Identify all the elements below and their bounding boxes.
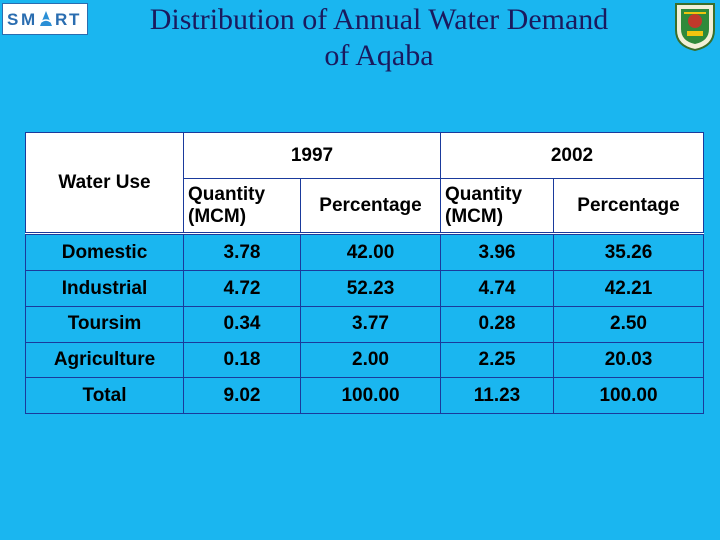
svg-text:S: S: [7, 10, 20, 29]
quantity-unit: (MCM): [188, 205, 247, 227]
svg-text:R: R: [55, 10, 67, 29]
water-use-header: Water Use: [25, 132, 184, 234]
table-row: Toursim 0.34 3.77 0.28 2.50: [25, 305, 704, 343]
svg-text:M: M: [21, 10, 35, 29]
percentage-2002-header: Percentage: [553, 178, 704, 234]
quantity-1997: 4.72: [183, 270, 301, 307]
year-1997-header: 1997: [183, 132, 441, 179]
row-use: Industrial: [25, 270, 184, 307]
water-demand-table: Water Use 1997 2002 Quantity (MCM) Perce…: [25, 132, 704, 414]
quantity-1997: 9.02: [183, 377, 301, 414]
quantity-label: Quantity: [445, 183, 523, 205]
title-line-1: Distribution of Annual Water Demand: [149, 3, 609, 36]
row-use: Domestic: [25, 232, 184, 272]
percentage-1997: 3.77: [300, 305, 441, 343]
row-use: Toursim: [25, 305, 184, 343]
table-row: Agriculture 0.18 2.00 2.25 20.03: [25, 341, 704, 379]
quantity-label: Quantity: [188, 183, 266, 205]
percentage-2002: 35.26: [553, 232, 704, 272]
quantity-2002: 4.74: [440, 270, 554, 307]
quantity-2002: 2.25: [440, 341, 554, 379]
water-demand-table-container: Water Use 1997 2002 Quantity (MCM) Perce…: [25, 132, 704, 414]
table-row: Industrial 4.72 52.23 4.74 42.21: [25, 270, 704, 307]
percentage-1997: 52.23: [300, 270, 441, 307]
percentage-2002: 42.21: [553, 270, 704, 307]
year-2002-header: 2002: [440, 132, 704, 179]
quantity-2002: 0.28: [440, 305, 554, 343]
university-crest-icon: [672, 0, 718, 52]
quantity-2002: 3.96: [440, 232, 554, 272]
table-row-total: Total 9.02 100.00 11.23 100.00: [25, 377, 704, 414]
row-use: Total: [25, 377, 184, 414]
percentage-2002: 100.00: [553, 377, 704, 414]
svg-text:T: T: [69, 10, 80, 29]
quantity-unit: (MCM): [445, 205, 504, 227]
table-row: Domestic 3.78 42.00 3.96 35.26: [25, 232, 704, 272]
smart-logo: S M R T: [2, 3, 88, 35]
percentage-2002: 20.03: [553, 341, 704, 379]
percentage-1997-header: Percentage: [300, 178, 441, 234]
percentage-2002: 2.50: [553, 305, 704, 343]
quantity-1997: 0.34: [183, 305, 301, 343]
quantity-2002-header: Quantity (MCM): [440, 178, 554, 234]
percentage-1997: 42.00: [300, 232, 441, 272]
quantity-1997: 3.78: [183, 232, 301, 272]
quantity-2002: 11.23: [440, 377, 554, 414]
row-use: Agriculture: [25, 341, 184, 379]
quantity-1997-header: Quantity (MCM): [183, 178, 301, 234]
percentage-1997: 100.00: [300, 377, 441, 414]
percentage-1997: 2.00: [300, 341, 441, 379]
title-line-2: of Aqaba: [324, 39, 434, 72]
quantity-1997: 0.18: [183, 341, 301, 379]
slide-title: Distribution of Annual Water Demand of A…: [90, 2, 668, 74]
